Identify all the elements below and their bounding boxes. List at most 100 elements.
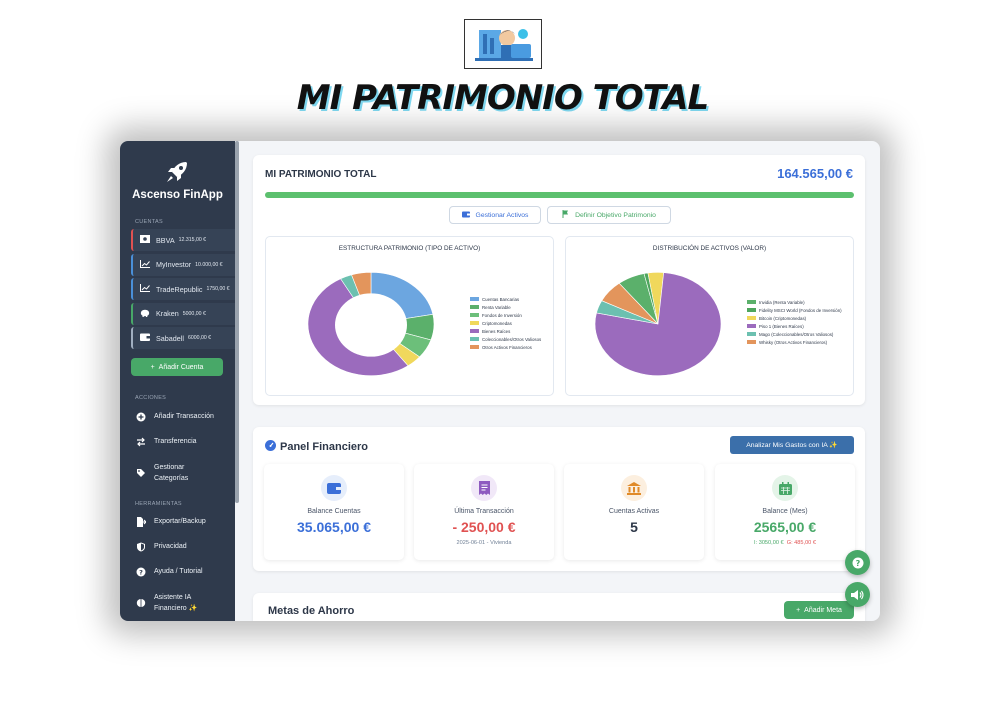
legend-swatch <box>747 300 756 304</box>
stat-value: 35.065,00 € <box>297 519 371 535</box>
legend-item[interactable]: Bienes Raíces <box>470 327 541 335</box>
app-window: Ascenso FinApp CUENTAS BBVA 12.315,00 € My… <box>120 141 880 621</box>
plus-icon: + <box>796 606 801 614</box>
expense-value: G: 485,00 € <box>786 540 816 546</box>
line-chart-icon <box>139 259 150 270</box>
wallet-icon <box>321 475 347 501</box>
sidebar-account-kraken[interactable]: Kraken 5000,00 € <box>131 302 235 325</box>
legend-item[interactable]: Bitcoin (Criptomonedas) <box>747 314 842 322</box>
legend-label: Coleccionables/Otros Valiosos <box>482 336 542 342</box>
gauge-icon <box>265 440 276 454</box>
sidebar-item-privacy[interactable]: Privacidad <box>136 542 187 552</box>
legend-item[interactable]: Piso 1 (Bienes Raíces) <box>747 322 842 330</box>
account-balance: 6000,00 € <box>187 335 212 342</box>
help-fab-button[interactable]: ? <box>845 550 870 575</box>
legend-item[interactable]: Mago (Coleccionables/Otros Valiosos) <box>747 330 842 338</box>
stat-subtext: I: 3050,00 € G: 485,00 € <box>715 540 855 546</box>
legend-swatch <box>470 321 479 325</box>
stat-card-monthly-balance: Balance (Mes) 2565,00 € I: 3050,00 € G: … <box>715 464 855 560</box>
speaker-icon <box>850 589 864 600</box>
account-balance: 12.315,00 € <box>178 237 207 243</box>
exchange-icon <box>136 437 146 447</box>
sidebar-scrollbar[interactable] <box>235 141 239 503</box>
sidebar-item-export[interactable]: Exportar/Backup <box>136 517 206 527</box>
stat-value: 5 <box>630 519 638 535</box>
legend-label: Bitcoin (Criptomonedas) <box>759 315 807 321</box>
sidebar-account-myinvestor[interactable]: MyInvestor 10.000,00 € <box>131 253 235 276</box>
sidebar-item-categories[interactable]: Gestionar Categorías <box>136 462 216 484</box>
legend-label: Renta Variable <box>482 304 511 310</box>
legend-item[interactable]: Whisky (Otros Activos Financieros) <box>747 338 842 346</box>
legend-item[interactable]: Fidelity MSCI World (Fondos de Inversión… <box>747 306 842 314</box>
sidebar-item-help[interactable]: ? Ayuda / Tutorial <box>136 567 203 577</box>
sidebar-account-sabadell[interactable]: Sabadell 6000,00 € <box>131 327 235 350</box>
account-name: BBVA <box>156 235 175 245</box>
define-goal-button[interactable]: Definir Objetivo Patrimonio <box>547 206 671 224</box>
tags-icon <box>136 468 146 478</box>
legend-swatch <box>470 313 479 317</box>
pie-slice-whisky-otros-activos-financieros-[interactable] <box>601 282 659 325</box>
legend-swatch <box>470 305 479 309</box>
financial-panel-heading: Panel Financiero <box>265 440 368 454</box>
legend-label: Mago (Coleccionables/Otros Valiosos) <box>759 331 834 337</box>
bank-icon <box>621 475 647 501</box>
chart-title: DISTRIBUCIÓN DE ACTIVOS (VALOR) <box>652 245 767 252</box>
manage-assets-button[interactable]: Gestionar Activos <box>449 206 541 224</box>
account-balance: 1750,00 € <box>206 286 230 293</box>
plus-circle-icon <box>136 412 146 422</box>
stat-value: - 250,00 € <box>452 519 516 535</box>
legend-item[interactable]: Renta Variable <box>470 303 541 311</box>
sidebar-item-add-transaction[interactable]: Añadir Transacción <box>136 412 214 422</box>
chart-legend: Invidia (Renta Variable) Fidelity MSCI Wo… <box>747 298 842 346</box>
stat-card-balance: Balance Cuentas 35.065,00 € <box>264 464 404 560</box>
line-chart-icon <box>139 284 150 294</box>
legend-swatch <box>470 345 479 349</box>
legend-swatch <box>470 337 479 341</box>
accounts-section-label: CUENTAS <box>135 219 163 225</box>
flag-icon <box>562 210 569 220</box>
sidebar-account-bbva[interactable]: BBVA 12.315,00 € <box>131 229 235 251</box>
account-name: Sabadell <box>156 333 184 343</box>
legend-swatch <box>470 329 479 333</box>
legend-item[interactable]: Criptomonedas <box>470 319 541 327</box>
account-name: Kraken <box>156 309 179 319</box>
legend-item[interactable]: Invidia (Renta Variable) <box>747 298 842 306</box>
account-balance: 5000,00 € <box>182 310 206 317</box>
legend-item[interactable]: Cuentas Bancarias <box>470 295 541 303</box>
stat-card-active-accounts: Cuentas Activas 5 <box>564 464 704 560</box>
sidebar-account-traderepublic[interactable]: TradeRepublic 1750,00 € <box>131 278 235 301</box>
question-circle-icon: ? <box>136 567 146 577</box>
brain-icon <box>136 598 146 608</box>
legend-item[interactable]: Fondos de Inversión <box>470 311 541 319</box>
legend-item[interactable]: Otros Activos Financieros <box>470 343 541 351</box>
svg-text:?: ? <box>139 568 143 576</box>
plus-icon: + <box>150 363 155 371</box>
legend-label: Bienes Raíces <box>482 328 511 334</box>
add-goal-button[interactable]: + Añadir Meta <box>784 601 854 619</box>
legend-label: Fidelity MSCI World (Fondos de Inversión… <box>759 307 842 313</box>
legend-item[interactable]: Coleccionables/Otros Valiosos <box>470 335 541 343</box>
account-name: TradeRepublic <box>156 284 203 294</box>
receipt-icon <box>471 475 497 501</box>
sidebar-item-ai-assistant[interactable]: Asistente IA Financiero ✨ <box>136 592 216 614</box>
wallet-icon <box>461 211 470 220</box>
analyze-expenses-ai-button[interactable]: Analizar Mis Gastos con IA ✨ <box>730 436 854 454</box>
audio-fab-button[interactable] <box>845 582 870 607</box>
sidebar: Ascenso FinApp CUENTAS BBVA 12.315,00 € My… <box>120 141 235 621</box>
rocket-icon <box>167 162 187 182</box>
tools-section-label: HERRAMIENTAS <box>135 501 182 507</box>
legend-label: Piso 1 (Bienes Raíces) <box>759 323 804 329</box>
chart-legend: Cuentas Bancarias Renta Variable Fondos de… <box>470 295 541 351</box>
savings-goals-title: Metas de Ahorro <box>268 605 355 617</box>
legend-label: Fondos de Inversión <box>482 312 522 318</box>
patrimonio-progress-bar <box>265 192 854 198</box>
legend-swatch <box>747 308 756 312</box>
sidebar-item-transfer[interactable]: Transferencia <box>136 437 197 447</box>
legend-swatch <box>747 324 756 328</box>
legend-label: Cuentas Bancarias <box>482 296 520 302</box>
piggy-bank-icon <box>139 308 150 319</box>
stat-card-last-transaction: Última Transacción - 250,00 € 2025-06-01… <box>414 464 554 560</box>
legend-swatch <box>747 332 756 336</box>
asset-structure-pie <box>307 272 435 376</box>
add-account-button[interactable]: + Añadir Cuenta <box>131 358 223 376</box>
